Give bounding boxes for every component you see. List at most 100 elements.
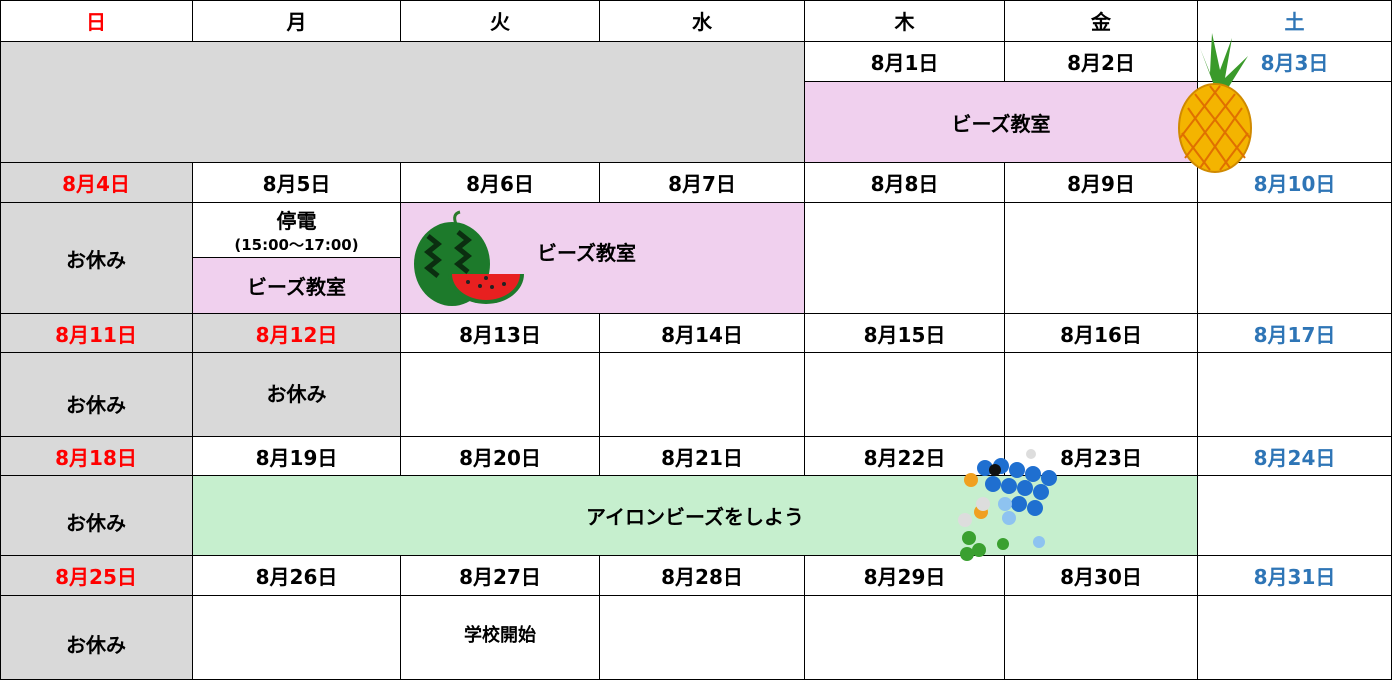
- cell-text: 木: [894, 10, 915, 34]
- date-cell: 8月26日: [193, 556, 401, 596]
- event-cell: [1198, 596, 1392, 680]
- weekday-header: 水: [600, 0, 805, 42]
- event-cell: お休み: [193, 353, 401, 437]
- date-cell: 8月31日: [1198, 556, 1392, 596]
- event-cell: [805, 353, 1005, 437]
- cell-text: 8月8日: [870, 172, 939, 196]
- event-cell: 学校開始: [401, 596, 600, 680]
- cell-text: 8月14日: [661, 322, 743, 347]
- event-cell: [1198, 476, 1392, 556]
- pineapple: [1178, 33, 1252, 173]
- date-cell: 8月19日: [193, 437, 401, 476]
- date-cell: 8月1日: [805, 42, 1005, 82]
- date-cell: 8月14日: [600, 314, 805, 353]
- weekday-header: 土: [1198, 0, 1392, 42]
- cell-text: 8月5日: [262, 172, 331, 196]
- watermelon: [414, 210, 524, 306]
- event-cell: お休み: [0, 203, 193, 314]
- date-cell: 8月12日: [193, 314, 401, 353]
- cell-text: お休み: [66, 633, 126, 657]
- cell-text: 8月22日: [863, 445, 946, 470]
- cell-text: 8月29日: [863, 565, 946, 589]
- event-cell: お休み: [0, 476, 193, 556]
- cell-text: お休み: [66, 393, 126, 417]
- weekday-header: 月: [193, 0, 401, 42]
- date-cell: 8月29日: [805, 556, 1005, 596]
- cell-text: 8月25日: [55, 565, 137, 589]
- weekday-header: 木: [805, 0, 1005, 42]
- date-cell: 8月4日: [0, 163, 193, 203]
- cell-text: 8月31日: [1253, 565, 1336, 589]
- cell-text: 8月24日: [1253, 445, 1336, 470]
- weekday-header: 金: [1005, 0, 1198, 42]
- date-cell: 8月10日: [1198, 163, 1392, 203]
- date-cell: 8月21日: [600, 437, 805, 476]
- cell-text: 8月13日: [459, 322, 541, 347]
- cell-text: 8月3日: [1260, 51, 1329, 75]
- cell-text: 8月18日: [55, 445, 137, 470]
- cell-text: 8月1日: [870, 51, 939, 75]
- cell-text: 8月28日: [661, 565, 743, 589]
- date-cell: 8月9日: [1005, 163, 1198, 203]
- cell-text: ビーズ教室: [247, 275, 346, 299]
- cell-text: 8月15日: [863, 322, 946, 347]
- cell-text: 8月20日: [459, 445, 541, 470]
- date-cell: 8月28日: [600, 556, 805, 596]
- cell-text: 日: [86, 10, 106, 34]
- event-cell: [1005, 596, 1198, 680]
- date-cell: 8月22日: [805, 437, 1005, 476]
- cell-text: 8月23日: [1060, 445, 1142, 470]
- cell-text: 8月21日: [661, 445, 743, 470]
- event-cell: [600, 596, 805, 680]
- event-cell: [193, 596, 401, 680]
- date-cell: 8月11日: [0, 314, 193, 353]
- cell-text: お休み: [266, 382, 327, 406]
- cell-text: 8月11日: [55, 322, 137, 347]
- date-cell: 8月27日: [401, 556, 600, 596]
- date-cell: 8月16日: [1005, 314, 1198, 353]
- cell-text: 月: [286, 10, 307, 34]
- cell-text: 8月6日: [466, 172, 534, 196]
- cell-text: お休み: [66, 511, 126, 535]
- event-cell: [805, 203, 1005, 314]
- cell-text: 8月16日: [1060, 322, 1142, 347]
- cell-text: 8月19日: [255, 445, 338, 470]
- event-cell: [1005, 353, 1198, 437]
- date-cell: 8月30日: [1005, 556, 1198, 596]
- date-cell: 8月20日: [401, 437, 600, 476]
- event-cell: ビーズ教室: [193, 258, 401, 314]
- event-cell: ビーズ教室: [805, 82, 1198, 163]
- date-cell: 8月8日: [805, 163, 1005, 203]
- cell-text: お休み: [66, 247, 126, 272]
- event-cell: [805, 596, 1005, 680]
- cell-text: 土: [1284, 10, 1305, 34]
- date-cell: 8月5日: [193, 163, 401, 203]
- date-cell: 8月6日: [401, 163, 600, 203]
- iron-beads: [958, 449, 1057, 561]
- event-cell: [1198, 203, 1392, 314]
- event-cell: お休み: [0, 596, 193, 680]
- cell-text: 学校開始: [464, 624, 536, 646]
- cell-text: 停電: [276, 209, 317, 233]
- event-cell: お休み: [0, 353, 193, 437]
- date-cell: 8月18日: [0, 437, 193, 476]
- weekday-header: 火: [401, 0, 600, 42]
- cell-text: 8月7日: [668, 172, 736, 196]
- cell-text: 8月9日: [1067, 172, 1135, 196]
- weekday-header: 日: [0, 0, 193, 42]
- cell-text: 8月27日: [459, 565, 541, 589]
- date-cell: 8月13日: [401, 314, 600, 353]
- cell-text: 火: [490, 10, 510, 34]
- date-cell: 8月15日: [805, 314, 1005, 353]
- event-cell: 停電 (15:00～17:00): [193, 203, 401, 258]
- event-cell: [600, 353, 805, 437]
- cell-text: 8月10日: [1253, 172, 1336, 196]
- date-cell: 8月2日: [1005, 42, 1198, 82]
- cell-text: 8月26日: [255, 565, 338, 589]
- cell-text: ビーズ教室: [951, 111, 1051, 136]
- cell-text: 8月17日: [1253, 322, 1336, 347]
- date-cell: 8月7日: [600, 163, 805, 203]
- blank-cell: [0, 42, 805, 163]
- cell-text: (15:00～17:00): [234, 236, 359, 254]
